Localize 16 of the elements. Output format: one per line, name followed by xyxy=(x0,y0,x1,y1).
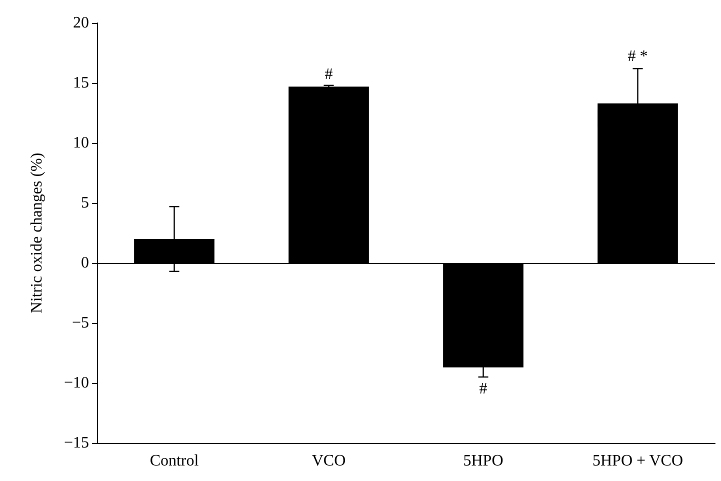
x-tick-label: VCO xyxy=(312,452,346,470)
x-tick-label: Control xyxy=(150,452,200,470)
y-tick-label: 15 xyxy=(73,74,89,92)
y-tick-label: −10 xyxy=(64,374,89,392)
annotation: # xyxy=(324,66,333,84)
y-tick-label: −5 xyxy=(72,314,89,332)
x-tick-label: 5HPO xyxy=(463,452,504,470)
y-tick-label: 0 xyxy=(81,254,89,272)
annotation: # * xyxy=(628,48,648,66)
x-tick-label: 5HPO + VCO xyxy=(592,452,684,470)
y-tick-label: 5 xyxy=(81,194,89,212)
y-tick-label: 10 xyxy=(73,134,89,152)
y-tick-label: 20 xyxy=(73,14,89,32)
y-tick-label: −15 xyxy=(64,434,89,452)
annotation: # xyxy=(479,380,488,398)
y-axis-title: Nitric oxide changes (%) xyxy=(28,152,46,314)
